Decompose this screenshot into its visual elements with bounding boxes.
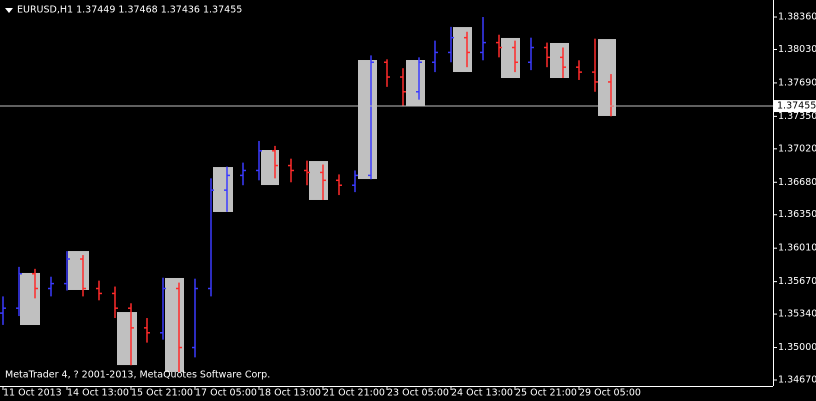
day-range-box	[213, 167, 233, 212]
x-tick-label: 11 Oct 2013	[3, 388, 62, 399]
y-tick-label: 1.35340	[778, 309, 816, 320]
y-tick-label: 1.35670	[778, 276, 816, 287]
day-range-box	[165, 277, 184, 373]
x-tick-label: 25 Oct 21:00	[515, 388, 577, 399]
y-tick-label: 1.34670	[778, 374, 816, 385]
y-tick-label: 1.38030	[778, 44, 816, 55]
day-range-box	[358, 60, 377, 180]
day-range-box	[20, 272, 40, 326]
day-range-box	[261, 150, 279, 186]
day-range-box	[453, 27, 472, 73]
day-range-box	[598, 39, 616, 116]
day-range-box	[550, 42, 569, 79]
x-tick-label: 17 Oct 05:00	[195, 388, 257, 399]
price-label-bg	[774, 100, 816, 113]
day-range-box	[501, 37, 520, 79]
x-tick-label: 15 Oct 21:00	[131, 388, 193, 399]
chart-title: EURUSD,H1 1.37449 1.37468 1.37436 1.3745…	[17, 5, 242, 16]
footer: MetaTrader 4, ? 2001-2013, MetaQuotes So…	[5, 370, 270, 381]
y-tick-label: 1.36350	[778, 209, 816, 220]
y-tick-label: 1.35000	[778, 342, 816, 353]
menu-arrow[interactable]	[5, 8, 13, 13]
price-label: 1.37455	[777, 101, 816, 112]
x-tick-label: 18 Oct 13:00	[259, 388, 321, 399]
y-tick-label: 1.36680	[778, 177, 816, 188]
x-tick-label: 21 Oct 21:00	[323, 388, 385, 399]
y-tick-label: 1.37350	[778, 111, 816, 122]
x-tick-label: 23 Oct 05:00	[387, 388, 449, 399]
y-tick-label: 1.37020	[778, 143, 816, 154]
day-range-box	[68, 251, 89, 290]
x-tick-label: 29 Oct 05:00	[579, 388, 641, 399]
x-tick-label: 24 Oct 13:00	[451, 388, 513, 399]
day-range-box	[406, 60, 425, 107]
day-range-box	[117, 312, 137, 366]
y-tick-label: 1.36010	[778, 243, 816, 254]
x-tick-label: 14 Oct 13:00	[67, 388, 129, 399]
y-tick-label: 1.37690	[778, 77, 816, 88]
y-tick-label: 1.38360	[778, 12, 816, 23]
